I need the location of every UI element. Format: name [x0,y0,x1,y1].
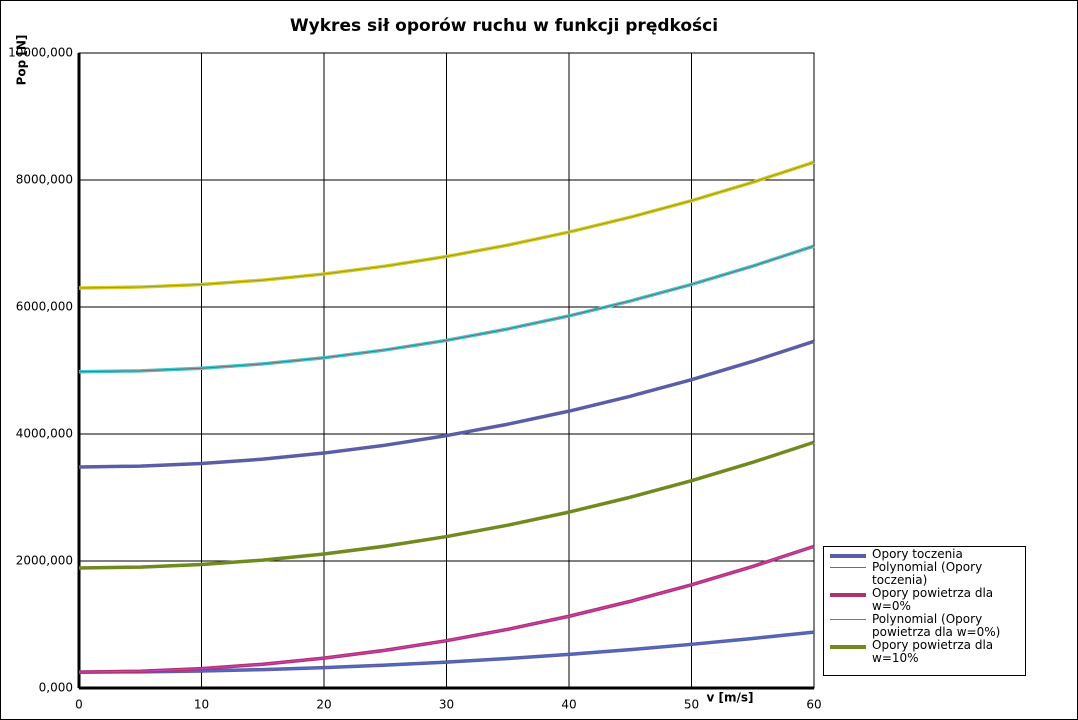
y-tick-label: 4000,000 [16,427,73,441]
series-line [78,339,815,469]
legend-entry: Polynomial (Opory powietrza dla w=0%) [826,613,1023,639]
legend-label: Opory powietrza dla w=10% [872,638,994,665]
legend-label: Opory toczenia [872,547,963,561]
x-tick-label: 10 [194,698,209,712]
legend-label: Polynomial (Opory toczenia) [872,560,983,587]
x-tick-label: 30 [439,698,454,712]
legend-label: Opory powietrza dla w=0% [872,586,994,613]
x-tick-label: 50 [684,698,699,712]
y-axis-label: Pop [N] [15,35,29,86]
y-tick-label: 6000,000 [16,300,73,314]
chart-title: Wykres sił oporów ruchu w funkcji prędko… [290,16,718,36]
x-tick-label: 60 [806,698,821,712]
series-line [78,161,815,289]
x-axis-label: v [m/s] [707,691,754,705]
legend-entry: Opory toczenia [826,548,1023,561]
x-tick-label: 0 [75,698,83,712]
legend-swatch [830,645,866,649]
legend-entry: Opory powietrza dla w=10% [826,639,1023,665]
y-tick-label: 2000,000 [16,554,73,568]
legend-swatch [830,567,866,568]
x-tick-label: 40 [561,698,576,712]
legend-swatch [830,593,866,597]
legend-label: Polynomial (Opory powietrza dla w=0%) [872,612,1001,639]
series-line [78,245,815,373]
series-line [78,440,815,570]
legend-swatch [830,554,866,558]
y-tick-label: 8000,000 [16,173,73,187]
x-tick-label: 20 [316,698,331,712]
series-line [78,631,815,673]
y-tick-label: 10000,000 [8,46,73,60]
legend: Opory toczenia Polynomial (Opory toczenia… [823,546,1026,676]
legend-entry: Opory powietrza dla w=0% [826,587,1023,613]
y-tick-label: 0,000 [39,681,73,695]
series-line [78,545,815,673]
legend-swatch [830,619,866,620]
legend-entry: Polynomial (Opory toczenia) [826,561,1023,587]
